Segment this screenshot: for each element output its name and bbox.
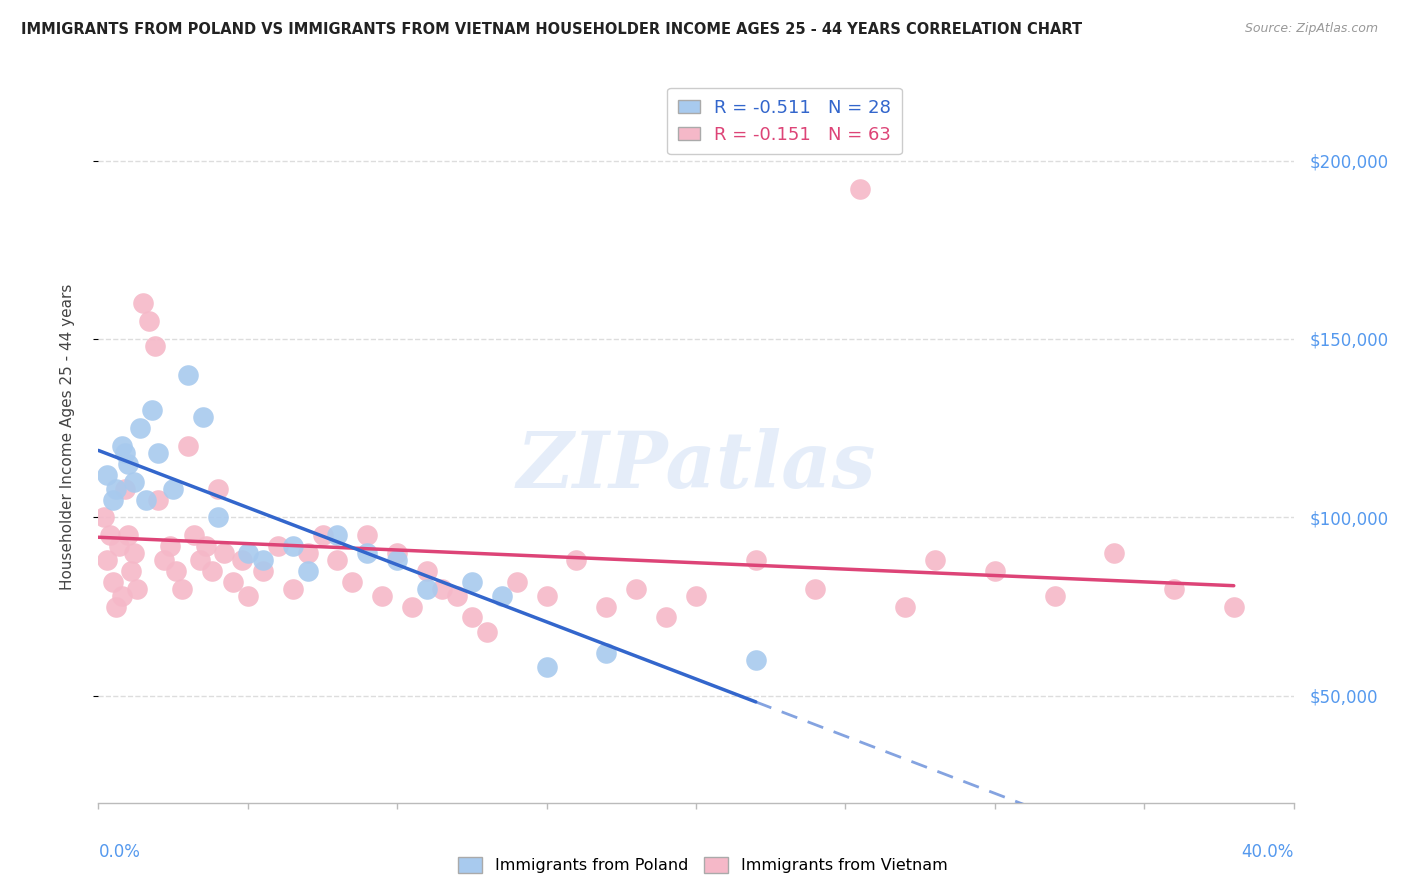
Point xyxy=(236,589,259,603)
Point xyxy=(207,510,229,524)
Text: ZIPatlas: ZIPatlas xyxy=(516,428,876,505)
Point xyxy=(135,492,157,507)
Point xyxy=(191,410,214,425)
Point xyxy=(148,446,170,460)
Point xyxy=(849,182,872,196)
Point xyxy=(281,582,304,596)
Point xyxy=(745,653,768,667)
Point xyxy=(461,610,484,624)
Point xyxy=(297,546,319,560)
Point xyxy=(924,553,946,567)
Point xyxy=(108,539,131,553)
Text: IMMIGRANTS FROM POLAND VS IMMIGRANTS FROM VIETNAM HOUSEHOLDER INCOME AGES 25 - 4: IMMIGRANTS FROM POLAND VS IMMIGRANTS FRO… xyxy=(21,22,1083,37)
Point xyxy=(252,564,274,578)
Point xyxy=(475,624,498,639)
Point xyxy=(124,475,146,489)
Point xyxy=(401,599,423,614)
Point xyxy=(111,589,134,603)
Point xyxy=(536,660,558,674)
Point xyxy=(98,528,122,542)
Point xyxy=(297,564,319,578)
Legend: R = -0.511   N = 28, R = -0.151   N = 63: R = -0.511 N = 28, R = -0.151 N = 63 xyxy=(668,87,903,154)
Point xyxy=(595,599,617,614)
Point xyxy=(138,314,160,328)
Point xyxy=(491,589,513,603)
Point xyxy=(371,589,394,603)
Point xyxy=(984,564,1007,578)
Point xyxy=(172,582,194,596)
Point xyxy=(96,553,118,567)
Point xyxy=(177,439,200,453)
Point xyxy=(114,482,136,496)
Text: 40.0%: 40.0% xyxy=(1241,843,1294,861)
Point xyxy=(326,553,349,567)
Point xyxy=(195,539,218,553)
Point xyxy=(143,339,166,353)
Point xyxy=(127,582,149,596)
Text: Source: ZipAtlas.com: Source: ZipAtlas.com xyxy=(1244,22,1378,36)
Point xyxy=(141,403,163,417)
Point xyxy=(177,368,200,382)
Point xyxy=(183,528,205,542)
Point xyxy=(148,492,170,507)
Point xyxy=(103,492,125,507)
Point xyxy=(111,439,134,453)
Point xyxy=(93,510,115,524)
Point xyxy=(685,589,707,603)
Point xyxy=(96,467,118,482)
Point xyxy=(356,528,378,542)
Point xyxy=(626,582,648,596)
Text: 0.0%: 0.0% xyxy=(98,843,141,861)
Point xyxy=(129,421,152,435)
Point xyxy=(1163,582,1185,596)
Point xyxy=(595,646,617,660)
Point xyxy=(894,599,917,614)
Point xyxy=(565,553,588,567)
Point xyxy=(1223,599,1246,614)
Point xyxy=(430,582,453,596)
Point xyxy=(1043,589,1066,603)
Point xyxy=(159,539,181,553)
Point xyxy=(124,546,146,560)
Point xyxy=(342,574,364,589)
Point xyxy=(212,546,235,560)
Point xyxy=(201,564,224,578)
Point xyxy=(252,553,274,567)
Point xyxy=(1104,546,1126,560)
Point xyxy=(385,546,409,560)
Legend: Immigrants from Poland, Immigrants from Vietnam: Immigrants from Poland, Immigrants from … xyxy=(451,850,955,880)
Point xyxy=(162,482,184,496)
Point xyxy=(236,546,259,560)
Point xyxy=(222,574,245,589)
Point xyxy=(105,482,128,496)
Point xyxy=(120,564,142,578)
Point xyxy=(461,574,484,589)
Point xyxy=(231,553,253,567)
Point xyxy=(416,582,439,596)
Point xyxy=(105,599,128,614)
Point xyxy=(745,553,768,567)
Point xyxy=(267,539,290,553)
Point xyxy=(536,589,558,603)
Point xyxy=(655,610,678,624)
Point xyxy=(281,539,304,553)
Point xyxy=(188,553,211,567)
Point xyxy=(153,553,176,567)
Point xyxy=(117,457,139,471)
Point xyxy=(165,564,187,578)
Point xyxy=(506,574,529,589)
Point xyxy=(103,574,125,589)
Point xyxy=(114,446,136,460)
Point xyxy=(356,546,378,560)
Point xyxy=(446,589,468,603)
Point xyxy=(311,528,333,542)
Y-axis label: Householder Income Ages 25 - 44 years: Householder Income Ages 25 - 44 years xyxy=(60,284,75,591)
Point xyxy=(117,528,139,542)
Point xyxy=(804,582,827,596)
Point xyxy=(385,553,409,567)
Point xyxy=(326,528,349,542)
Point xyxy=(416,564,439,578)
Point xyxy=(207,482,229,496)
Point xyxy=(132,296,155,310)
